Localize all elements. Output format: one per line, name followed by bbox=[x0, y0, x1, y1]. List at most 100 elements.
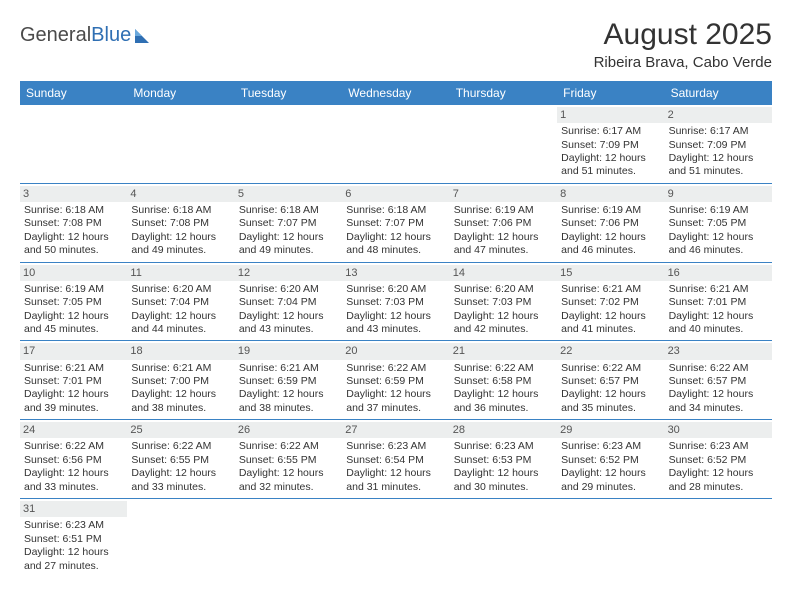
day-number: 24 bbox=[20, 422, 127, 438]
calendar-cell: 30Sunrise: 6:23 AMSunset: 6:52 PMDayligh… bbox=[665, 420, 772, 499]
day-number: 30 bbox=[665, 422, 772, 438]
sunset-line: Sunset: 6:55 PM bbox=[131, 454, 230, 467]
sunset-line: Sunset: 6:58 PM bbox=[454, 375, 553, 388]
daylight-line-1: Daylight: 12 hours bbox=[561, 310, 660, 323]
sunrise-line: Sunrise: 6:20 AM bbox=[346, 283, 445, 296]
title-block: August 2025 Ribeira Brava, Cabo Verde bbox=[594, 18, 772, 71]
daylight-line-1: Daylight: 12 hours bbox=[24, 231, 123, 244]
daylight-line-2: and 36 minutes. bbox=[454, 402, 553, 415]
day-number: 20 bbox=[342, 343, 449, 359]
daylight-line-1: Daylight: 12 hours bbox=[561, 231, 660, 244]
daylight-line-1: Daylight: 12 hours bbox=[239, 388, 338, 401]
daylight-line-1: Daylight: 12 hours bbox=[346, 231, 445, 244]
sunrise-line: Sunrise: 6:22 AM bbox=[24, 440, 123, 453]
daylight-line-1: Daylight: 12 hours bbox=[24, 388, 123, 401]
daylight-line-2: and 45 minutes. bbox=[24, 323, 123, 336]
daylight-line-1: Daylight: 12 hours bbox=[24, 467, 123, 480]
sunrise-line: Sunrise: 6:17 AM bbox=[669, 125, 768, 138]
sunrise-line: Sunrise: 6:19 AM bbox=[454, 204, 553, 217]
sunrise-line: Sunrise: 6:22 AM bbox=[346, 362, 445, 375]
daylight-line-1: Daylight: 12 hours bbox=[346, 310, 445, 323]
calendar-cell: 25Sunrise: 6:22 AMSunset: 6:55 PMDayligh… bbox=[127, 420, 234, 499]
weekday-header: Monday bbox=[127, 81, 234, 105]
calendar-cell: 5 Sunrise: 6:18 AMSunset: 7:07 PMDaylight… bbox=[235, 184, 342, 263]
daylight-line-2: and 46 minutes. bbox=[669, 244, 768, 257]
sunset-line: Sunset: 7:01 PM bbox=[669, 296, 768, 309]
calendar-cell: 22Sunrise: 6:22 AMSunset: 6:57 PMDayligh… bbox=[557, 341, 664, 420]
daylight-line-2: and 33 minutes. bbox=[131, 481, 230, 494]
day-number: 5 bbox=[235, 186, 342, 202]
sunset-line: Sunset: 7:01 PM bbox=[24, 375, 123, 388]
sunset-line: Sunset: 7:07 PM bbox=[346, 217, 445, 230]
sunset-line: Sunset: 6:54 PM bbox=[346, 454, 445, 467]
sunrise-line: Sunrise: 6:20 AM bbox=[131, 283, 230, 296]
day-number: 27 bbox=[342, 422, 449, 438]
daylight-line-2: and 43 minutes. bbox=[346, 323, 445, 336]
day-number: 4 bbox=[127, 186, 234, 202]
weekday-header: Saturday bbox=[665, 81, 772, 105]
daylight-line-2: and 30 minutes. bbox=[454, 481, 553, 494]
weekday-header-row: SundayMondayTuesdayWednesdayThursdayFrid… bbox=[20, 81, 772, 105]
calendar-cell bbox=[665, 499, 772, 577]
daylight-line-2: and 51 minutes. bbox=[561, 165, 660, 178]
sunrise-line: Sunrise: 6:21 AM bbox=[239, 362, 338, 375]
sunrise-line: Sunrise: 6:18 AM bbox=[239, 204, 338, 217]
day-number: 19 bbox=[235, 343, 342, 359]
daylight-line-1: Daylight: 12 hours bbox=[239, 310, 338, 323]
day-number: 7 bbox=[450, 186, 557, 202]
daylight-line-2: and 41 minutes. bbox=[561, 323, 660, 336]
sunset-line: Sunset: 7:04 PM bbox=[131, 296, 230, 309]
calendar-cell: 19 Sunrise: 6:21 AMSunset: 6:59 PMDayligh… bbox=[235, 341, 342, 420]
sunrise-line: Sunrise: 6:23 AM bbox=[561, 440, 660, 453]
calendar-grid: 1Sunrise: 6:17 AMSunset: 7:09 PMDaylight… bbox=[20, 105, 772, 577]
sunset-line: Sunset: 7:05 PM bbox=[669, 217, 768, 230]
sunset-line: Sunset: 7:07 PM bbox=[239, 217, 338, 230]
calendar-cell: 27Sunrise: 6:23 AMSunset: 6:54 PMDayligh… bbox=[342, 420, 449, 499]
sunrise-line: Sunrise: 6:18 AM bbox=[131, 204, 230, 217]
daylight-line-2: and 51 minutes. bbox=[669, 165, 768, 178]
sunrise-line: Sunrise: 6:21 AM bbox=[24, 362, 123, 375]
sunrise-line: Sunrise: 6:20 AM bbox=[239, 283, 338, 296]
day-number: 25 bbox=[127, 422, 234, 438]
calendar-cell: 9Sunrise: 6:19 AMSunset: 7:05 PMDaylight… bbox=[665, 184, 772, 263]
daylight-line-2: and 28 minutes. bbox=[669, 481, 768, 494]
sunset-line: Sunset: 6:53 PM bbox=[454, 454, 553, 467]
day-number: 16 bbox=[665, 265, 772, 281]
sail-icon bbox=[133, 27, 155, 45]
calendar-cell bbox=[450, 105, 557, 184]
brand-first: General bbox=[20, 24, 91, 47]
calendar-cell: 26Sunrise: 6:22 AMSunset: 6:55 PMDayligh… bbox=[235, 420, 342, 499]
daylight-line-1: Daylight: 12 hours bbox=[669, 467, 768, 480]
daylight-line-2: and 34 minutes. bbox=[669, 402, 768, 415]
calendar-cell: 10Sunrise: 6:19 AMSunset: 7:05 PMDayligh… bbox=[20, 263, 127, 342]
daylight-line-2: and 44 minutes. bbox=[131, 323, 230, 336]
daylight-line-2: and 42 minutes. bbox=[454, 323, 553, 336]
daylight-line-1: Daylight: 12 hours bbox=[239, 231, 338, 244]
day-number: 17 bbox=[20, 343, 127, 359]
day-number: 29 bbox=[557, 422, 664, 438]
calendar-cell: 21Sunrise: 6:22 AMSunset: 6:58 PMDayligh… bbox=[450, 341, 557, 420]
calendar-cell: 6Sunrise: 6:18 AMSunset: 7:07 PMDaylight… bbox=[342, 184, 449, 263]
calendar-cell bbox=[235, 499, 342, 577]
sunset-line: Sunset: 6:59 PM bbox=[239, 375, 338, 388]
daylight-line-1: Daylight: 12 hours bbox=[669, 231, 768, 244]
calendar-cell: 29Sunrise: 6:23 AMSunset: 6:52 PMDayligh… bbox=[557, 420, 664, 499]
daylight-line-2: and 50 minutes. bbox=[24, 244, 123, 257]
day-number: 11 bbox=[127, 265, 234, 281]
sunrise-line: Sunrise: 6:21 AM bbox=[561, 283, 660, 296]
sunset-line: Sunset: 6:57 PM bbox=[561, 375, 660, 388]
calendar-cell: 28Sunrise: 6:23 AMSunset: 6:53 PMDayligh… bbox=[450, 420, 557, 499]
sunset-line: Sunset: 6:52 PM bbox=[669, 454, 768, 467]
daylight-line-1: Daylight: 12 hours bbox=[131, 467, 230, 480]
sunrise-line: Sunrise: 6:22 AM bbox=[669, 362, 768, 375]
day-number: 1 bbox=[557, 107, 664, 123]
day-number: 14 bbox=[450, 265, 557, 281]
day-number: 3 bbox=[20, 186, 127, 202]
sunset-line: Sunset: 6:55 PM bbox=[239, 454, 338, 467]
daylight-line-1: Daylight: 12 hours bbox=[24, 310, 123, 323]
calendar-cell: 7Sunrise: 6:19 AMSunset: 7:06 PMDaylight… bbox=[450, 184, 557, 263]
calendar-cell: 15Sunrise: 6:21 AMSunset: 7:02 PMDayligh… bbox=[557, 263, 664, 342]
sunset-line: Sunset: 7:05 PM bbox=[24, 296, 123, 309]
sunrise-line: Sunrise: 6:19 AM bbox=[24, 283, 123, 296]
daylight-line-1: Daylight: 12 hours bbox=[454, 388, 553, 401]
